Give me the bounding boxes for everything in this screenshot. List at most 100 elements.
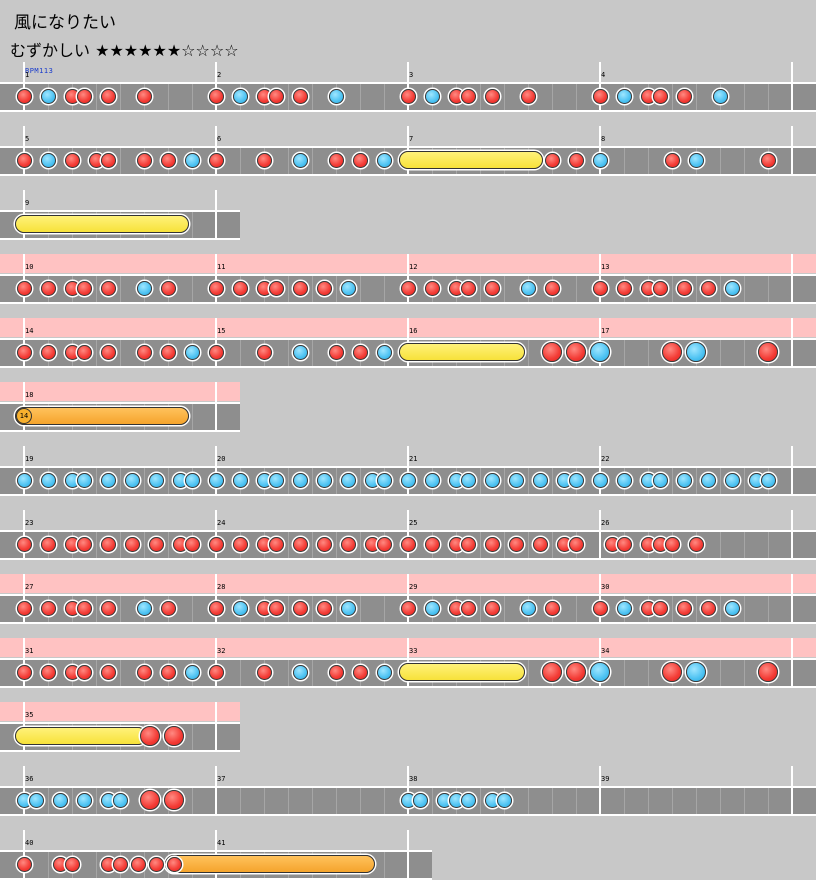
don-note <box>568 152 584 168</box>
don-note <box>340 536 356 552</box>
beat-line <box>504 468 505 494</box>
don-note <box>352 664 368 680</box>
chart-row: 23 24 25 26 <box>0 510 816 560</box>
ka-note <box>184 472 200 488</box>
don-note <box>328 152 344 168</box>
don-note <box>148 536 164 552</box>
beat-line <box>384 596 385 622</box>
beat-line <box>480 468 481 494</box>
don-note <box>76 88 92 104</box>
don-note <box>160 280 176 296</box>
don-note <box>76 344 92 360</box>
measure-number: 17 <box>601 327 610 335</box>
beat-line <box>528 660 529 686</box>
don-note <box>400 280 416 296</box>
big-ka-note <box>590 662 610 682</box>
measure-number: 39 <box>601 775 610 783</box>
beat-line <box>720 148 721 174</box>
don-note <box>208 536 224 552</box>
ka-note <box>484 472 500 488</box>
beat-line <box>96 596 97 622</box>
beat-line <box>120 468 121 494</box>
beat-line <box>120 148 121 174</box>
bar-line <box>407 766 409 815</box>
bar-line <box>23 382 25 431</box>
ka-note <box>532 472 548 488</box>
don-note <box>376 536 392 552</box>
beat-line <box>288 660 289 686</box>
measure-number: 22 <box>601 455 610 463</box>
beat-line <box>120 84 121 110</box>
beat-line <box>720 660 721 686</box>
song-title: 風になりたい <box>14 13 116 33</box>
beat-line <box>576 596 577 622</box>
beat-line <box>648 660 649 686</box>
beat-line <box>264 788 265 814</box>
beat-line <box>312 660 313 686</box>
beat-line <box>744 468 745 494</box>
beat-line <box>360 84 361 110</box>
ka-note <box>28 792 44 808</box>
beat-line <box>336 276 337 302</box>
ka-note <box>724 600 740 616</box>
beat-line <box>744 148 745 174</box>
beat-line <box>168 468 169 494</box>
bar-line <box>23 62 25 111</box>
don-note <box>676 600 692 616</box>
drumroll-bar <box>399 151 543 169</box>
beat-line <box>624 148 625 174</box>
measure-number: 34 <box>601 647 610 655</box>
beat-line <box>768 84 769 110</box>
big-don-note <box>542 662 562 682</box>
don-note <box>208 88 224 104</box>
ka-note <box>616 88 632 104</box>
don-note <box>40 664 56 680</box>
bar-line <box>599 510 601 559</box>
beat-line <box>552 532 553 558</box>
beat-line <box>744 532 745 558</box>
beat-line <box>240 148 241 174</box>
don-note <box>532 536 548 552</box>
ka-note <box>592 472 608 488</box>
beat-line <box>120 532 121 558</box>
don-note <box>484 536 500 552</box>
beat-line <box>504 532 505 558</box>
bar-line <box>407 574 409 623</box>
bar-line <box>599 446 601 495</box>
don-note <box>664 536 680 552</box>
ka-note <box>16 472 32 488</box>
measure-number: 3 <box>409 71 414 79</box>
beat-line <box>480 84 481 110</box>
chart-row: 36 37 38 39 <box>0 766 816 816</box>
gogo-section-band <box>0 382 240 401</box>
ka-note <box>76 472 92 488</box>
bar-line <box>791 318 793 367</box>
don-note <box>544 280 560 296</box>
measure-number: 28 <box>217 583 226 591</box>
drumroll-bar <box>15 727 147 745</box>
bar-line <box>23 190 25 239</box>
beat-line <box>96 788 97 814</box>
beat-line <box>576 84 577 110</box>
big-don-note <box>758 662 778 682</box>
beat-line <box>480 276 481 302</box>
don-note <box>16 856 32 872</box>
don-note <box>316 536 332 552</box>
beat-line <box>120 276 121 302</box>
don-note <box>460 88 476 104</box>
bar-line <box>407 510 409 559</box>
ka-note <box>112 792 128 808</box>
gogo-section-band <box>0 702 240 721</box>
don-note <box>328 344 344 360</box>
beat-line <box>96 84 97 110</box>
don-note <box>652 280 668 296</box>
beat-line <box>312 148 313 174</box>
ka-note <box>232 88 248 104</box>
bar-line <box>215 766 217 815</box>
beat-line <box>480 532 481 558</box>
beat-line <box>696 788 697 814</box>
beat-line <box>48 788 49 814</box>
ka-note <box>676 472 692 488</box>
bar-line <box>215 446 217 495</box>
beat-line <box>768 276 769 302</box>
